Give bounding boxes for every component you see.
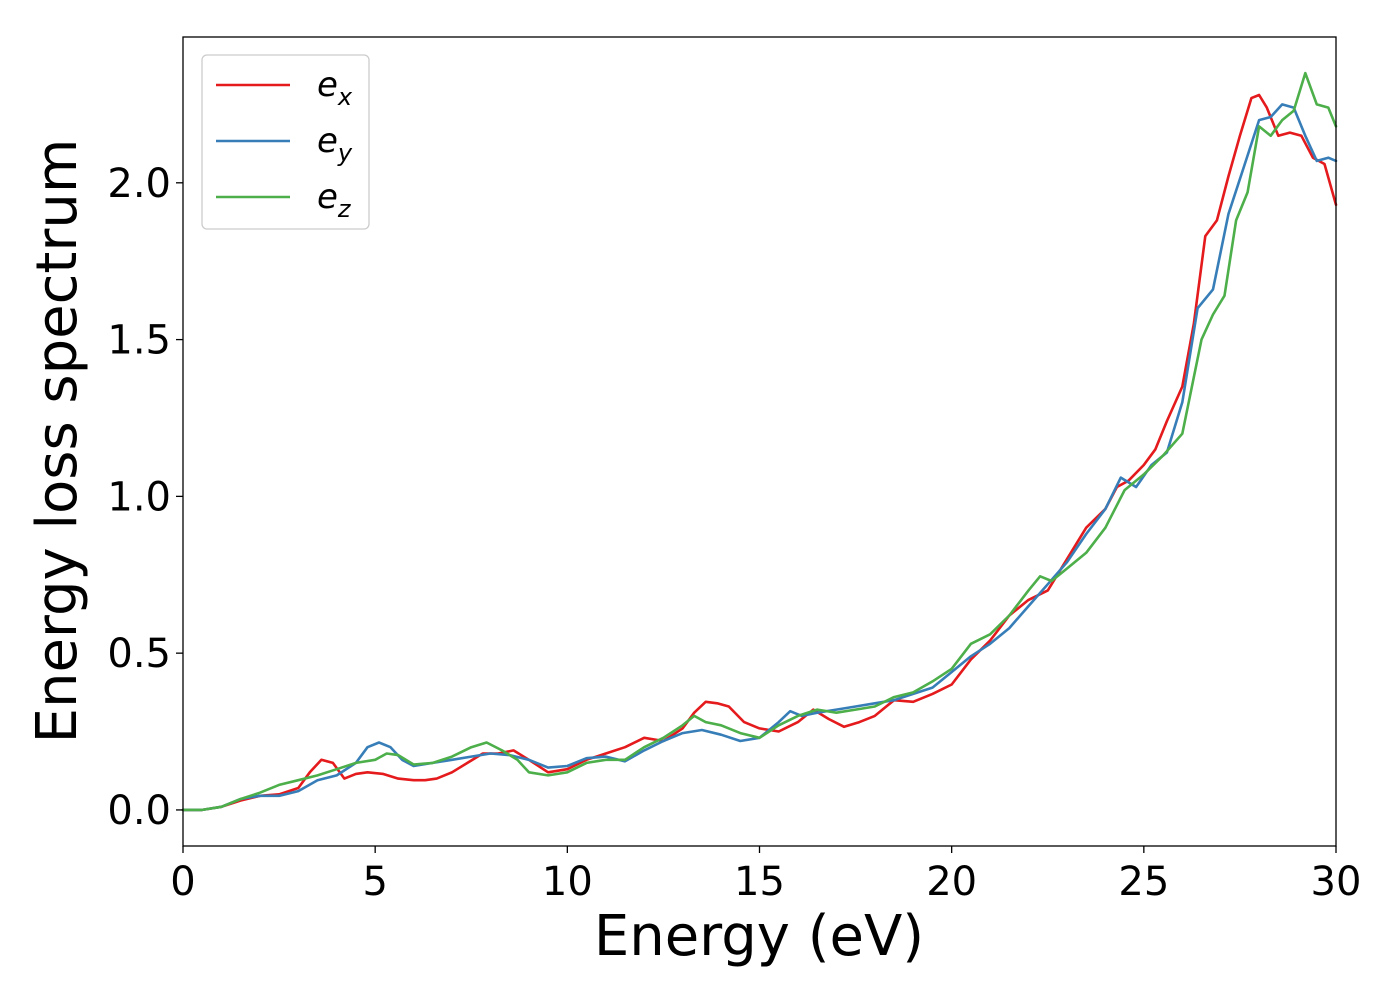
legend-label-sub: x — [337, 83, 353, 111]
x-tick-label: 30 — [1311, 859, 1362, 905]
plot-background — [183, 37, 1336, 846]
y-tick-label: 0.5 — [107, 631, 171, 677]
y-tick-label: 2.0 — [107, 161, 171, 207]
series-line-z — [181, 71, 1338, 812]
legend-label-y: ey — [317, 121, 353, 167]
series-line-x — [181, 93, 1338, 812]
x-tick-label: 5 — [362, 859, 387, 905]
x-tick-label: 15 — [734, 859, 785, 905]
x-tick-label: 0 — [170, 859, 195, 905]
y-tick-label: 0.0 — [107, 788, 171, 834]
y-axis-title: Energy loss spectrum — [25, 139, 90, 744]
y-axis: 0.0 0.5 1.0 1.5 2.0 — [107, 161, 183, 834]
series-layer — [181, 71, 1338, 812]
x-axis-title: Energy (eV) — [594, 904, 924, 969]
x-axis: 0 5 10 15 20 25 30 — [170, 846, 1361, 905]
legend-label-main: e — [317, 121, 338, 161]
legend-label-main: e — [317, 65, 338, 105]
legend-label-x: ex — [317, 65, 353, 111]
x-tick-label: 20 — [926, 859, 977, 905]
legend-label-z: ez — [317, 177, 352, 223]
legend-label-main: e — [317, 177, 338, 217]
y-tick-label: 1.5 — [107, 318, 171, 364]
x-tick-label: 10 — [542, 859, 593, 905]
legend-label-sub: z — [337, 195, 352, 223]
y-tick-label: 1.0 — [107, 474, 171, 520]
series-line-y — [181, 103, 1338, 812]
x-tick-label: 25 — [1118, 859, 1169, 905]
legend-label-sub: y — [337, 139, 353, 167]
